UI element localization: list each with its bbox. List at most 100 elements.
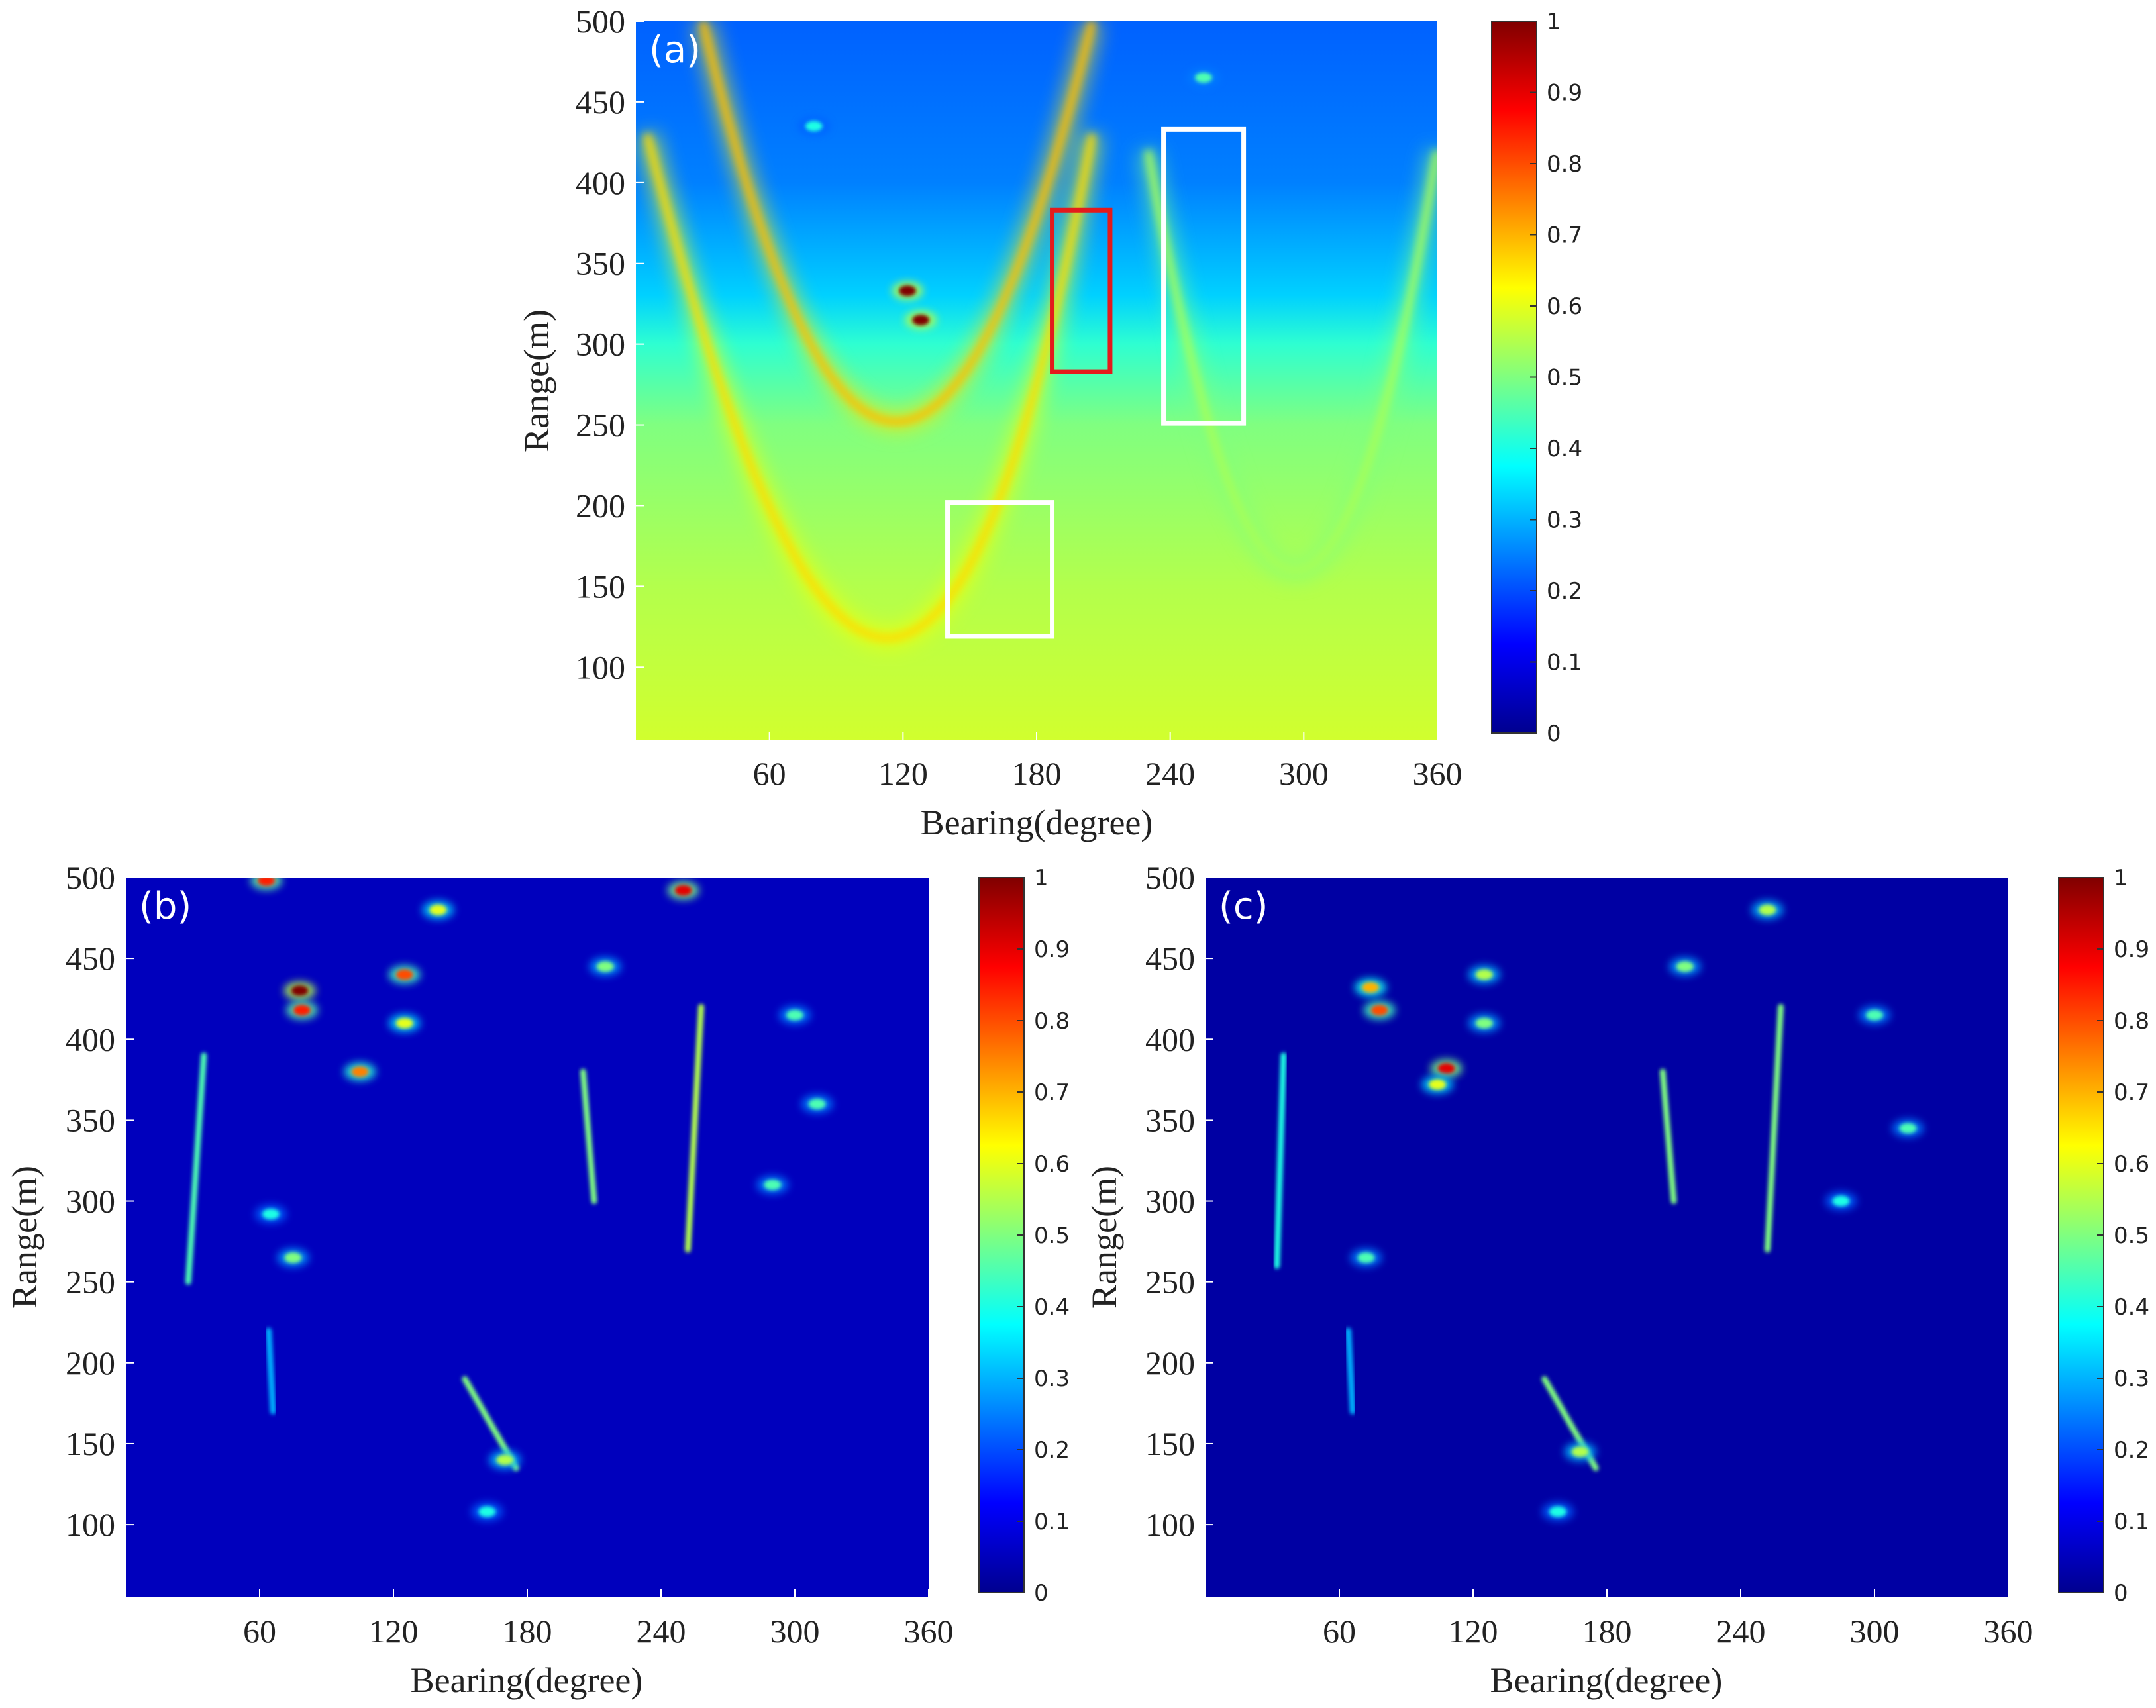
x-tick-label: 180 bbox=[1012, 755, 1062, 792]
x-axis-title-b: Bearing(degree) bbox=[411, 1660, 643, 1700]
colorbar-tick-label: 0.4 bbox=[1034, 1294, 1070, 1321]
hotspot-mark bbox=[478, 1506, 496, 1517]
highlight-box bbox=[945, 500, 1055, 639]
hotspot-mark bbox=[786, 1009, 803, 1021]
y-tick-label: 250 bbox=[66, 1264, 115, 1301]
highlight-box bbox=[1050, 207, 1113, 374]
panel-b: (b) 60 120 180 240 300 360 100 150 200 250 300 350 40… bbox=[5, 859, 1070, 1700]
y-tick-label: 150 bbox=[66, 1425, 115, 1462]
hotspot-mark bbox=[1357, 1252, 1375, 1264]
streak-mark bbox=[1659, 1068, 1677, 1205]
colorbar-tick-label: 0.3 bbox=[2114, 1366, 2149, 1392]
y-tick-label: 250 bbox=[1145, 1264, 1195, 1301]
hotspot-mark bbox=[1370, 1005, 1388, 1016]
plot-area-c: (c) 60 120 180 240 300 360 100 150 200 250 300 350 40… bbox=[1145, 859, 2033, 1650]
x-tick-label: 120 bbox=[1449, 1613, 1498, 1650]
x-tick-label: 120 bbox=[878, 755, 928, 792]
y-tick-label: 450 bbox=[1145, 940, 1195, 977]
colorbar-tick-label: 0.1 bbox=[1547, 650, 1582, 676]
heatmap-background bbox=[126, 878, 929, 1597]
streak-mark bbox=[1345, 1327, 1356, 1415]
colorbar-tick-label: 0.3 bbox=[1547, 507, 1582, 534]
x-tick-label: 360 bbox=[1413, 755, 1463, 792]
x-axis-title-a: Bearing(degree) bbox=[921, 803, 1153, 842]
arc-mark bbox=[698, 21, 1096, 426]
hotspot-mark bbox=[805, 121, 823, 132]
colorbar-tick-label: 1 bbox=[1547, 9, 1561, 35]
colorbar-tick-label: 0.8 bbox=[1034, 1008, 1070, 1034]
y-tick-label: 300 bbox=[1145, 1183, 1195, 1220]
hotspot-mark bbox=[1549, 1506, 1566, 1517]
y-tick-label: 100 bbox=[66, 1506, 115, 1543]
colorbar-tick-label: 0.4 bbox=[2114, 1294, 2149, 1321]
y-tick-label: 450 bbox=[66, 940, 115, 977]
y-tick-label: 400 bbox=[576, 164, 625, 201]
y-tick-label: 350 bbox=[66, 1101, 115, 1138]
x-tick-label: 180 bbox=[503, 1613, 552, 1650]
x-tick-label: 60 bbox=[1323, 1613, 1356, 1650]
colorbar-tick-label: 0.5 bbox=[1547, 365, 1582, 391]
colorbar-tick-label: 0.7 bbox=[2114, 1080, 2149, 1106]
y-tick-label: 500 bbox=[66, 859, 115, 896]
panel-label: (b) bbox=[139, 885, 191, 928]
colorbar-tick-label: 0.1 bbox=[2114, 1509, 2149, 1535]
colorbar-tick-label: 0.5 bbox=[2114, 1223, 2149, 1249]
hotspot-mark bbox=[1475, 969, 1493, 980]
y-tick-label: 100 bbox=[576, 648, 625, 685]
y-tick-label: 200 bbox=[66, 1344, 115, 1381]
colorbar-tick-label: 0.7 bbox=[1034, 1080, 1070, 1106]
streak-mark bbox=[265, 1327, 276, 1415]
colorbar-gradient bbox=[2058, 877, 2104, 1593]
colorbar-tick-label: 0.2 bbox=[1547, 578, 1582, 605]
hotspot-mark bbox=[1759, 904, 1776, 915]
colorbar-tick-label: 0.8 bbox=[1547, 151, 1582, 177]
colorbar-tick-label: 0.4 bbox=[1547, 436, 1582, 462]
streak-mark bbox=[1274, 1052, 1287, 1269]
colorbar-tick-label: 0.8 bbox=[2114, 1008, 2149, 1034]
arc-mark bbox=[1144, 149, 1437, 574]
y-tick-label: 100 bbox=[1145, 1506, 1195, 1543]
streak-mark bbox=[684, 1003, 705, 1253]
colorbar-tick-label: 0 bbox=[1034, 1580, 1049, 1607]
hotspot-mark bbox=[1866, 1009, 1883, 1021]
x-tick-label: 360 bbox=[904, 1613, 954, 1650]
panel-c: (c) 60 120 180 240 300 360 100 150 200 250 300 350 40… bbox=[1084, 859, 2149, 1700]
hotspot-mark bbox=[1571, 1446, 1589, 1458]
panel-a: (a) 60 120 180 240 300 360 100 150 200 250 300 350 40… bbox=[517, 3, 1582, 842]
y-axis-title-c: Range(m) bbox=[1084, 1166, 1124, 1309]
x-tick-label: 240 bbox=[1145, 755, 1195, 792]
x-tick-label: 60 bbox=[753, 755, 786, 792]
colorbar-gradient bbox=[1491, 21, 1537, 734]
hotspot-mark bbox=[1475, 1017, 1493, 1029]
hotspot-mark bbox=[351, 1066, 369, 1078]
streak-mark bbox=[185, 1052, 207, 1285]
y-tick-label: 300 bbox=[576, 326, 625, 363]
highlight-box bbox=[1161, 126, 1247, 426]
hotspot-mark bbox=[262, 1209, 280, 1220]
panel-label: (c) bbox=[1219, 885, 1268, 928]
x-tick-label: 180 bbox=[1582, 1613, 1632, 1650]
colorbar-c: 0 0.1 0.2 0.3 0.4 0.5 0.6 0.7 0.8 0.9 1 bbox=[2058, 865, 2149, 1607]
hotspot-mark bbox=[899, 285, 917, 297]
hotspot-mark bbox=[1832, 1195, 1850, 1207]
colorbar-tick-label: 0.6 bbox=[1547, 293, 1582, 320]
x-tick-label: 360 bbox=[1984, 1613, 2033, 1650]
y-tick-label: 400 bbox=[1145, 1021, 1195, 1058]
x-tick-label: 240 bbox=[1716, 1613, 1766, 1650]
colorbar-tick-label: 0.5 bbox=[1034, 1223, 1070, 1249]
colorbar-tick-label: 0 bbox=[2114, 1580, 2128, 1607]
colorbar-tick-label: 0.2 bbox=[1034, 1437, 1070, 1464]
x-axis-title-c: Bearing(degree) bbox=[1490, 1660, 1723, 1700]
colorbar-tick-label: 0.9 bbox=[1547, 80, 1582, 107]
hotspot-mark bbox=[1362, 982, 1380, 993]
y-tick-label: 400 bbox=[66, 1021, 115, 1058]
y-tick-label: 350 bbox=[576, 245, 625, 282]
panel-label: (a) bbox=[649, 28, 701, 72]
y-tick-label: 200 bbox=[1145, 1344, 1195, 1381]
x-tick-label: 60 bbox=[243, 1613, 276, 1650]
hotspot-mark bbox=[596, 961, 614, 972]
y-tick-label: 500 bbox=[576, 3, 625, 40]
colorbar-tick-label: 0.2 bbox=[2114, 1437, 2149, 1464]
hotspot-mark bbox=[291, 985, 309, 996]
y-tick-label: 350 bbox=[1145, 1101, 1195, 1138]
